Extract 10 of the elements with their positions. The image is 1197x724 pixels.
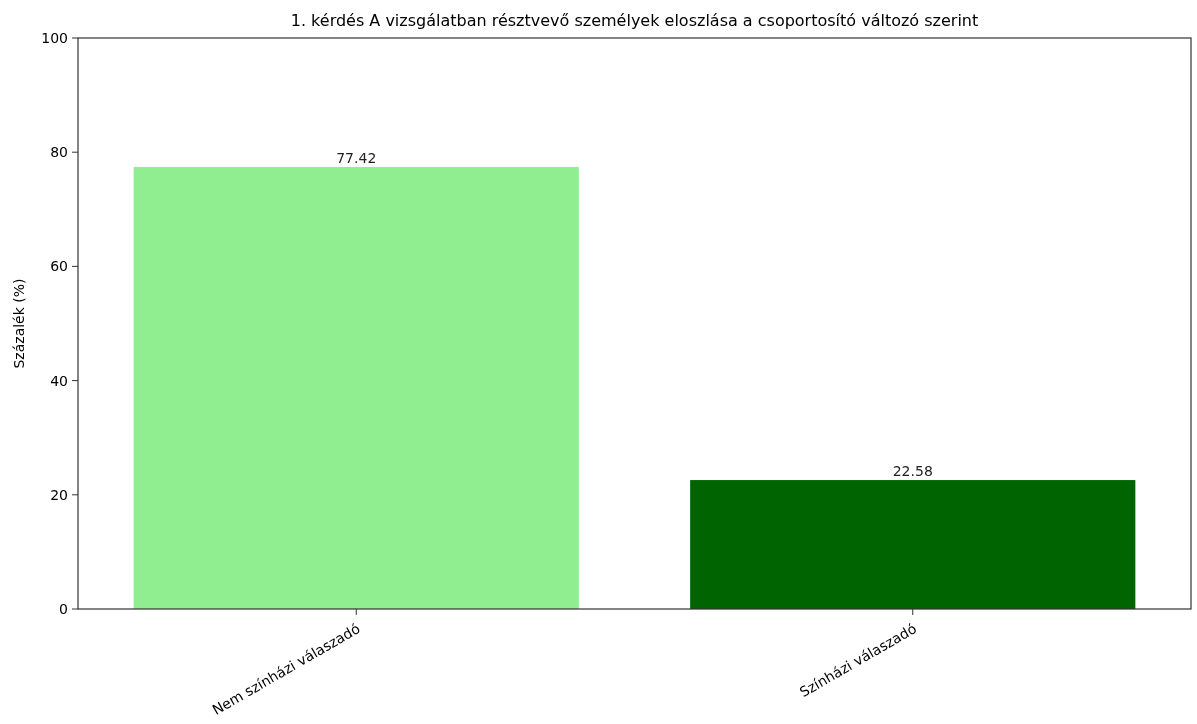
y-tick-label: 0 <box>59 600 68 617</box>
y-tick-label: 100 <box>41 29 68 46</box>
data-label: 22.58 <box>892 463 933 480</box>
data-label: 77.42 <box>336 149 377 166</box>
chart-title: 1. kérdés A vizsgálatban résztvevő személyek eloszlása a csoportosító változó szerint <box>290 11 979 30</box>
y-tick-label: 60 <box>50 258 68 275</box>
y-axis-title: Százalék (%) <box>11 278 27 369</box>
y-tick-label: 40 <box>50 372 68 389</box>
y-tick-label: 80 <box>50 144 68 161</box>
y-tick-label: 20 <box>50 486 68 503</box>
